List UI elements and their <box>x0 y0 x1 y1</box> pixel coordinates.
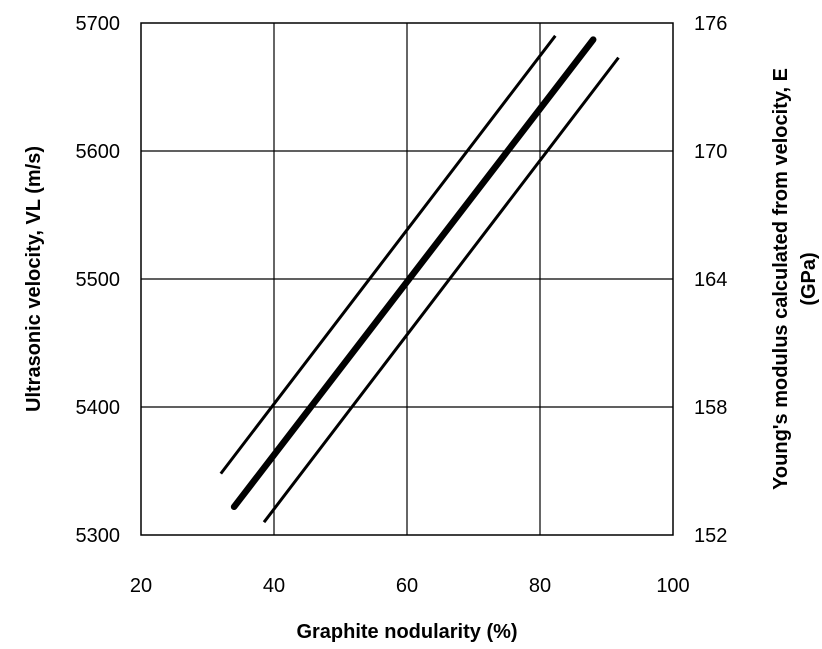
x-tick-labels: 20 40 60 80 100 <box>130 575 690 597</box>
x-tick-label: 20 <box>130 575 152 597</box>
y-axis-title: Ultrasonic velocity, VL (m/s) <box>23 146 45 412</box>
series-line-mean <box>230 36 597 511</box>
x-tick-label: 100 <box>656 575 689 597</box>
y-tick-label: 5300 <box>76 525 121 547</box>
y-tick-label: 5500 <box>76 269 121 291</box>
y2-tick-labels: 152 158 164 170 176 <box>694 13 727 547</box>
series-layer <box>219 34 620 524</box>
y2-tick-label: 164 <box>694 269 727 291</box>
y2-tick-label: 176 <box>694 13 727 35</box>
x-tick-label: 80 <box>529 575 551 597</box>
series-line-upper-bound <box>219 34 557 475</box>
y2-tick-label: 170 <box>694 141 727 163</box>
y-tick-label: 5400 <box>76 397 121 419</box>
y-tick-labels: 5300 5400 5500 5600 5700 <box>76 13 121 547</box>
y2-axis-title-line1: Young's modulus calculated from velocity… <box>770 68 792 490</box>
x-tick-label: 40 <box>263 575 285 597</box>
plot-area-frame <box>140 22 674 536</box>
series-line-lower-bound <box>262 56 620 524</box>
y-tick-label: 5700 <box>76 13 121 35</box>
y-tick-label: 5600 <box>76 141 121 163</box>
y2-tick-label: 152 <box>694 525 727 547</box>
y2-axis-title-line2: (GPa) <box>798 252 820 305</box>
x-axis-title: Graphite nodularity (%) <box>296 621 517 643</box>
x-tick-label: 60 <box>396 575 418 597</box>
y2-tick-label: 158 <box>694 397 727 419</box>
